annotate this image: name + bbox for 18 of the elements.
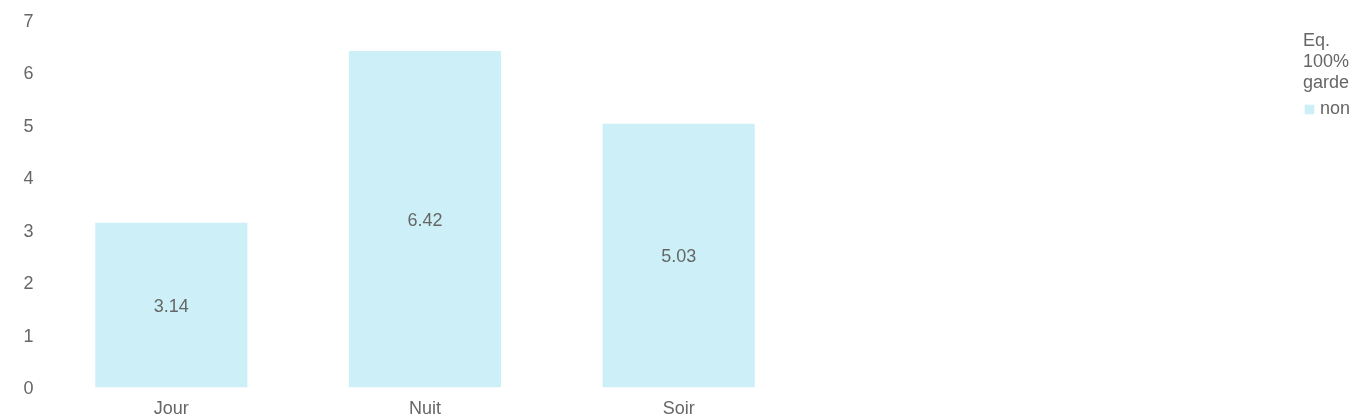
y-tick-label: 2 bbox=[23, 273, 34, 294]
bar bbox=[348, 50, 502, 388]
x-tick-label: Nuit bbox=[409, 397, 442, 418]
y-tick-label: 5 bbox=[23, 115, 34, 136]
y-tick-label: 1 bbox=[23, 325, 34, 346]
bar bbox=[95, 222, 248, 388]
y-tick-label: 0 bbox=[23, 378, 34, 398]
data-label: 3.14 bbox=[153, 295, 189, 316]
data-label: 6.42 bbox=[407, 209, 443, 230]
y-tick-label: 6 bbox=[23, 63, 34, 84]
data-label: 5.03 bbox=[661, 246, 697, 267]
y-tick-label: 4 bbox=[23, 168, 34, 189]
y-tick-label: 3 bbox=[23, 220, 34, 241]
bar bbox=[602, 123, 755, 388]
y-tick-label: 7 bbox=[23, 11, 34, 31]
x-tick-label: Jour bbox=[153, 397, 189, 418]
legend-label: non bbox=[1319, 98, 1350, 119]
x-tick-label: Soir bbox=[662, 397, 695, 418]
